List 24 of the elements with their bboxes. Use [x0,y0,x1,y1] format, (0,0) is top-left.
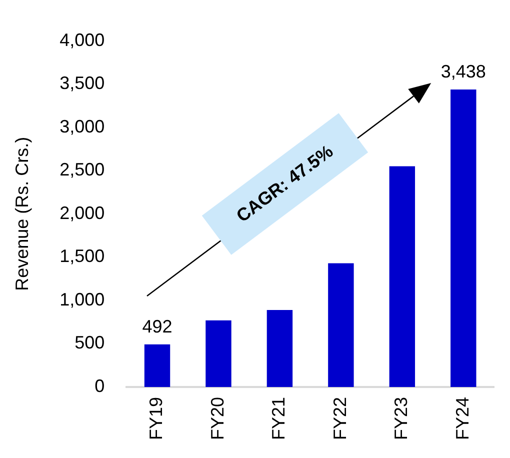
bar [266,310,293,387]
y-tick-label: 2,000 [60,202,105,223]
y-tick-label: 3,000 [60,116,105,136]
y-tick-label: 1,500 [60,246,105,266]
data-label: 492 [142,316,172,336]
data-label: 3,438 [440,61,486,82]
bar [389,166,416,387]
y-tick-label: 4,000 [60,30,105,50]
y-tick-label: 500 [74,332,105,353]
y-tick-label: 2,500 [60,160,105,180]
y-tick-label: 1,000 [60,289,105,310]
bar [206,320,232,387]
x-tick-label: FY24 [452,396,472,440]
x-tick-label: FY19 [146,396,166,440]
bar [450,89,476,387]
x-tick-label: FY23 [391,396,412,440]
x-tick-label: FY22 [330,396,350,440]
y-tick-label: 0 [94,376,105,396]
x-tick-label: FY21 [268,396,289,440]
bar [328,263,354,387]
bar [144,344,170,387]
y-axis-title: Revenue (Rs. Crs.) [12,136,32,291]
x-tick-label: FY20 [207,396,228,440]
y-tick-label: 3,500 [60,73,105,94]
